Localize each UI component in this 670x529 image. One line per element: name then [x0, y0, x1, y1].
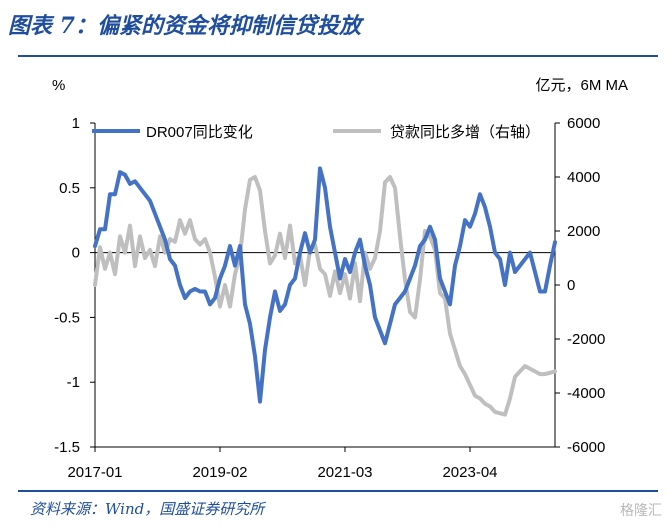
legend-label-loans: 贷款同比多增（右轴）	[390, 124, 540, 141]
plot-area	[93, 166, 557, 417]
left-tick-label: 1	[72, 115, 80, 132]
left-tick-label: -1.5	[54, 439, 80, 456]
right-tick-label: -2000	[567, 331, 605, 348]
legend-label-dr007: DR007同比变化	[146, 124, 253, 141]
left-tick-label: -0.5	[54, 309, 80, 326]
right-tick-label: 4000	[567, 169, 600, 186]
left-tick-label: 0	[72, 245, 80, 262]
source-note: 资料来源：Wind，国盛证券研究所	[30, 500, 265, 518]
right-tick-label: 6000	[567, 115, 600, 132]
x-tick-label: 2023-04	[442, 464, 497, 481]
legend: DR007同比变化 贷款同比多增（右轴）	[92, 124, 540, 141]
left-tick-label: 0.5	[59, 180, 80, 197]
chart-title: 图表 7：偏紧的资金将抑制信贷投放	[8, 13, 361, 39]
left-tick-label: -1	[67, 374, 80, 391]
right-tick-label: -6000	[567, 439, 605, 456]
x-tick-label: 2017-01	[67, 464, 122, 481]
source-rule	[18, 490, 658, 492]
left-unit-label: %	[52, 77, 65, 94]
x-tick-label: 2021-03	[317, 464, 372, 481]
series-line-dr007	[93, 166, 557, 404]
right-unit-label: 亿元，6M MA	[535, 77, 628, 94]
watermark: 格隆汇	[620, 503, 662, 519]
axes: 1 0.5 0 -0.5 -1 -1.5 6000 4000 2000 0 -2000 -4000 -6…	[54, 115, 605, 481]
series-line-loans	[93, 175, 557, 417]
right-tick-label: -4000	[567, 385, 605, 402]
x-tick-label: 2019-02	[192, 464, 247, 481]
title-rule	[18, 55, 658, 57]
right-tick-label: 0	[567, 277, 575, 294]
right-tick-label: 2000	[567, 223, 600, 240]
